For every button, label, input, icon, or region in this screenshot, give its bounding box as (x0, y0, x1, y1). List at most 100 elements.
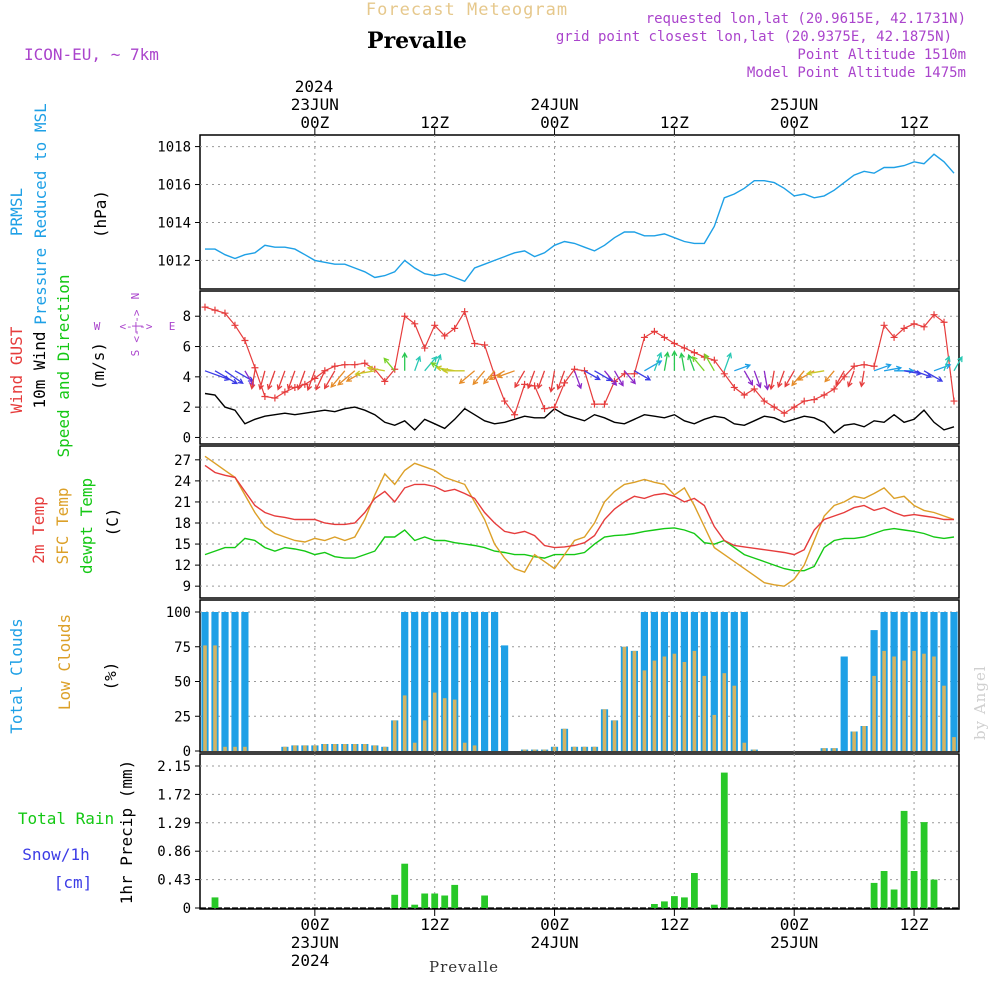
low-cloud-bar (752, 749, 757, 751)
wind-direction-arrow (653, 351, 663, 372)
low-cloud-bar (452, 699, 457, 751)
wind-gust-marker (451, 324, 459, 332)
y-tick-label-0-2: 1016 (157, 178, 191, 194)
total-cloud-bar (730, 612, 738, 751)
wind-gust-marker (461, 308, 469, 316)
wind-speed-direction-label: Speed and Direction (54, 274, 73, 457)
top-hour-label-5: 12Z (900, 113, 929, 132)
wind-direction-arrow (266, 370, 276, 391)
low-cloud-bar (832, 748, 836, 751)
wind-direction-arrow (913, 370, 933, 379)
clouds-unit-label: (%) (101, 662, 120, 691)
rain-bar (431, 893, 439, 908)
wind-direction-arrow (704, 353, 715, 372)
low-cloud-bar (213, 645, 217, 751)
wind-gust-marker (900, 324, 908, 332)
wind-direction-arrow (424, 355, 438, 372)
top-hour-label-3: 12Z (660, 113, 689, 132)
wind-direction-arrow (306, 370, 316, 392)
rain-bar (691, 873, 698, 908)
wind-gust-marker (321, 367, 329, 375)
wind-direction-arrow (548, 370, 556, 393)
panel-frame-3 (199, 599, 960, 753)
wind-direction-arrow (691, 355, 705, 372)
panel-frame-0 (199, 134, 960, 290)
rain-bar (880, 871, 888, 908)
wind-direction-arrow (514, 370, 526, 389)
wind-direction-arrow (584, 370, 601, 381)
y-tick-label-0-3: 1018 (157, 140, 191, 156)
low-cloud-bar (432, 692, 437, 751)
bottom-hour-label-5: 12Z (900, 915, 929, 934)
point-altitude: Point Altitude 1510m (797, 47, 966, 63)
y-tick-label-1-0: 0 (183, 430, 191, 446)
wind-direction-arrow (434, 353, 442, 372)
low-cloud-bar (642, 670, 647, 751)
wind-gust-marker (910, 320, 918, 328)
wind-gust-marker (600, 400, 608, 408)
total-cloud-bar (840, 656, 848, 751)
wind-direction-arrow (526, 370, 536, 390)
wind-gust-marker (810, 396, 818, 404)
low-cloud-bar (442, 698, 447, 751)
wind-gust-marker (211, 306, 219, 314)
wind-direction-arrow (472, 370, 486, 386)
wind-direction-arrow (933, 363, 952, 372)
wind-gust-marker (531, 382, 539, 390)
prmsl-label: PRMSL (7, 188, 26, 236)
wind-gust-marker (710, 356, 718, 364)
temp-dewpt-label: dewpt Temp (77, 478, 96, 574)
grid-point-coords: grid point closest lon,lat (20.9375E, 42… (556, 29, 952, 45)
low-cloud-bar (542, 749, 547, 751)
low-cloud-bar (592, 746, 597, 751)
wind-direction-arrow (644, 360, 663, 372)
total-cloud-bar (421, 612, 429, 751)
pressure-msl-label: Pressure Reduced to MSL (31, 103, 50, 325)
wind-gust-marker (401, 312, 409, 320)
top-date-label-4: 25JUN (770, 95, 818, 114)
y-tick-label-4-2: 0.86 (157, 844, 191, 860)
wind-direction-arrow (679, 352, 686, 371)
total-cloud-bar (940, 612, 948, 751)
wind-gust-line (204, 306, 955, 416)
top-hour-label-0: 00Z (300, 113, 329, 132)
low-cloud-bar (422, 720, 427, 751)
wind-direction-arrow (805, 370, 825, 376)
wind-gust-marker (331, 362, 339, 370)
low-cloud-bar (662, 656, 667, 751)
wind-gust-marker (391, 365, 399, 373)
total-cloud-bar (441, 612, 449, 751)
wind-direction-arrow (671, 350, 678, 371)
temp-2m-label: 2m Temp (29, 496, 48, 563)
compass-vertical-arrows: <-|-> (130, 309, 143, 342)
low-cloud-bar (412, 742, 417, 751)
low-cloud-bar (353, 744, 357, 751)
pressure-unit-label: (hPa) (91, 190, 110, 238)
rain-bar (391, 894, 399, 908)
wind-gust-marker (670, 339, 678, 347)
wind-gust-marker (590, 400, 598, 408)
wind-speed-line (204, 392, 955, 434)
rain-bar (651, 904, 658, 908)
wind-gust-marker (740, 391, 748, 399)
wind-direction-arrow (214, 370, 238, 385)
low-cloud-bar (892, 656, 896, 751)
wind-gust-marker (301, 380, 309, 388)
wind-gust-marker (750, 385, 758, 393)
wind-direction-arrow (604, 370, 618, 386)
wind-gust-marker (511, 411, 519, 419)
low-cloud-bar (293, 745, 297, 751)
temp-2m-line (204, 464, 954, 556)
pressure-line (205, 153, 955, 283)
low-cloud-bar (912, 650, 916, 751)
low-cloud-bar (862, 726, 866, 751)
wind-direction-arrow (634, 370, 652, 381)
top-hour-label-2: 00Z (540, 113, 569, 132)
y-tick-label-0-1: 1014 (157, 215, 191, 231)
rain-bar (671, 896, 678, 908)
wind-gust-marker (441, 332, 449, 340)
panel-frame-1 (199, 290, 960, 445)
total-cloud-bar (221, 612, 229, 751)
y-tick-label-4-5: 2.15 (157, 759, 191, 775)
low-cloud-bar (572, 746, 577, 751)
